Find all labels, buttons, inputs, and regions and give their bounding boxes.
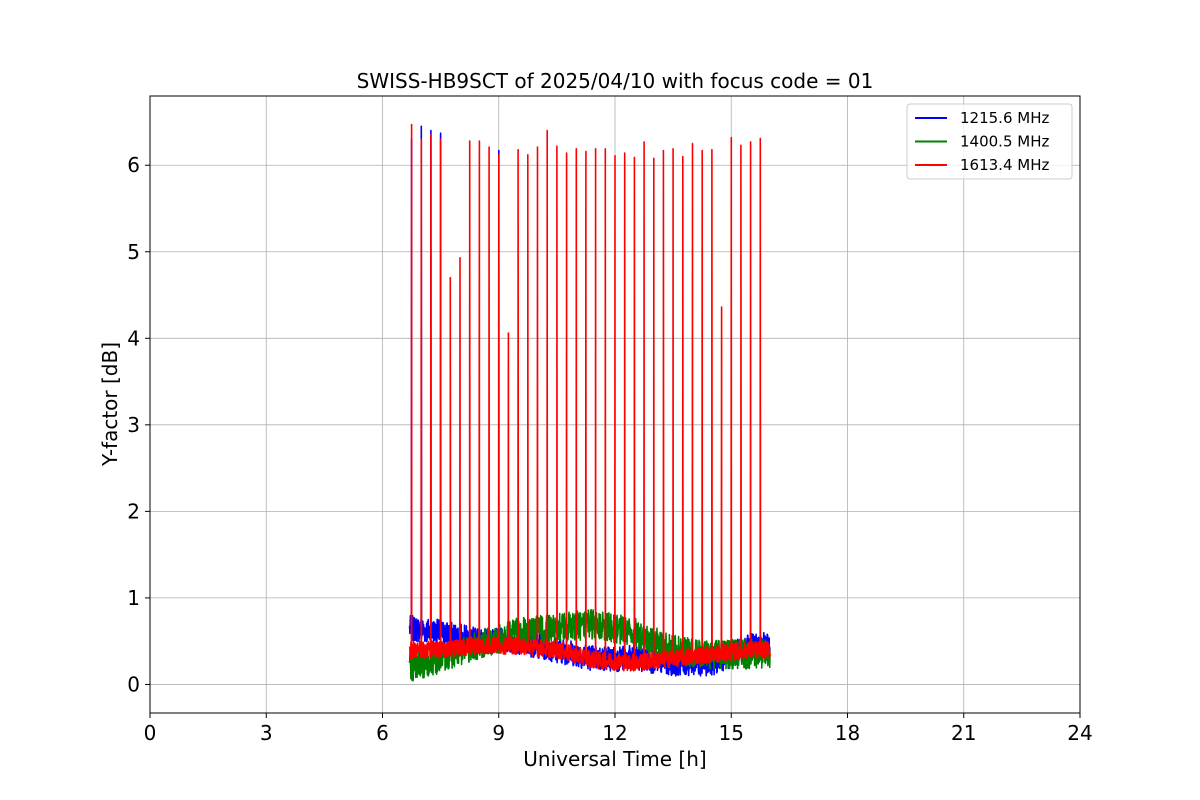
series-line-2 xyxy=(408,123,771,672)
y-tick-label: 5 xyxy=(127,240,140,264)
y-axis-label: Y-factor [dB] xyxy=(98,342,122,467)
plot-series xyxy=(408,123,771,682)
x-tick-label: 3 xyxy=(260,721,273,745)
x-tick-label: 24 xyxy=(1067,721,1092,745)
series-line-0 xyxy=(408,125,771,677)
x-tick-label: 12 xyxy=(602,721,627,745)
legend-box xyxy=(906,103,1073,180)
x-tick-label: 0 xyxy=(144,721,157,745)
x-axis-label: Universal Time [h] xyxy=(523,747,706,771)
legend-label: 1613.4 MHz xyxy=(960,156,1049,174)
legend-label: 1400.5 MHz xyxy=(960,133,1049,151)
legend: 1215.6 MHz 1400.5 MHz 1613.4 MHz xyxy=(906,103,1073,180)
x-tick-label: 9 xyxy=(492,721,505,745)
y-tick-label: 0 xyxy=(127,672,140,696)
y-tick-label: 3 xyxy=(127,413,140,437)
x-tick-label: 15 xyxy=(719,721,744,745)
y-tick-label: 6 xyxy=(127,153,140,177)
y-tick-label: 4 xyxy=(127,326,140,350)
x-tick-label: 18 xyxy=(835,721,860,745)
y-tick-label: 1 xyxy=(127,586,140,610)
legend-label: 1215.6 MHz xyxy=(960,109,1049,127)
y-tick-label: 2 xyxy=(127,499,140,523)
x-tick-label: 6 xyxy=(376,721,389,745)
chart-title: SWISS-HB9SCT of 2025/04/10 with focus co… xyxy=(357,69,874,93)
x-tick-label: 21 xyxy=(951,721,976,745)
